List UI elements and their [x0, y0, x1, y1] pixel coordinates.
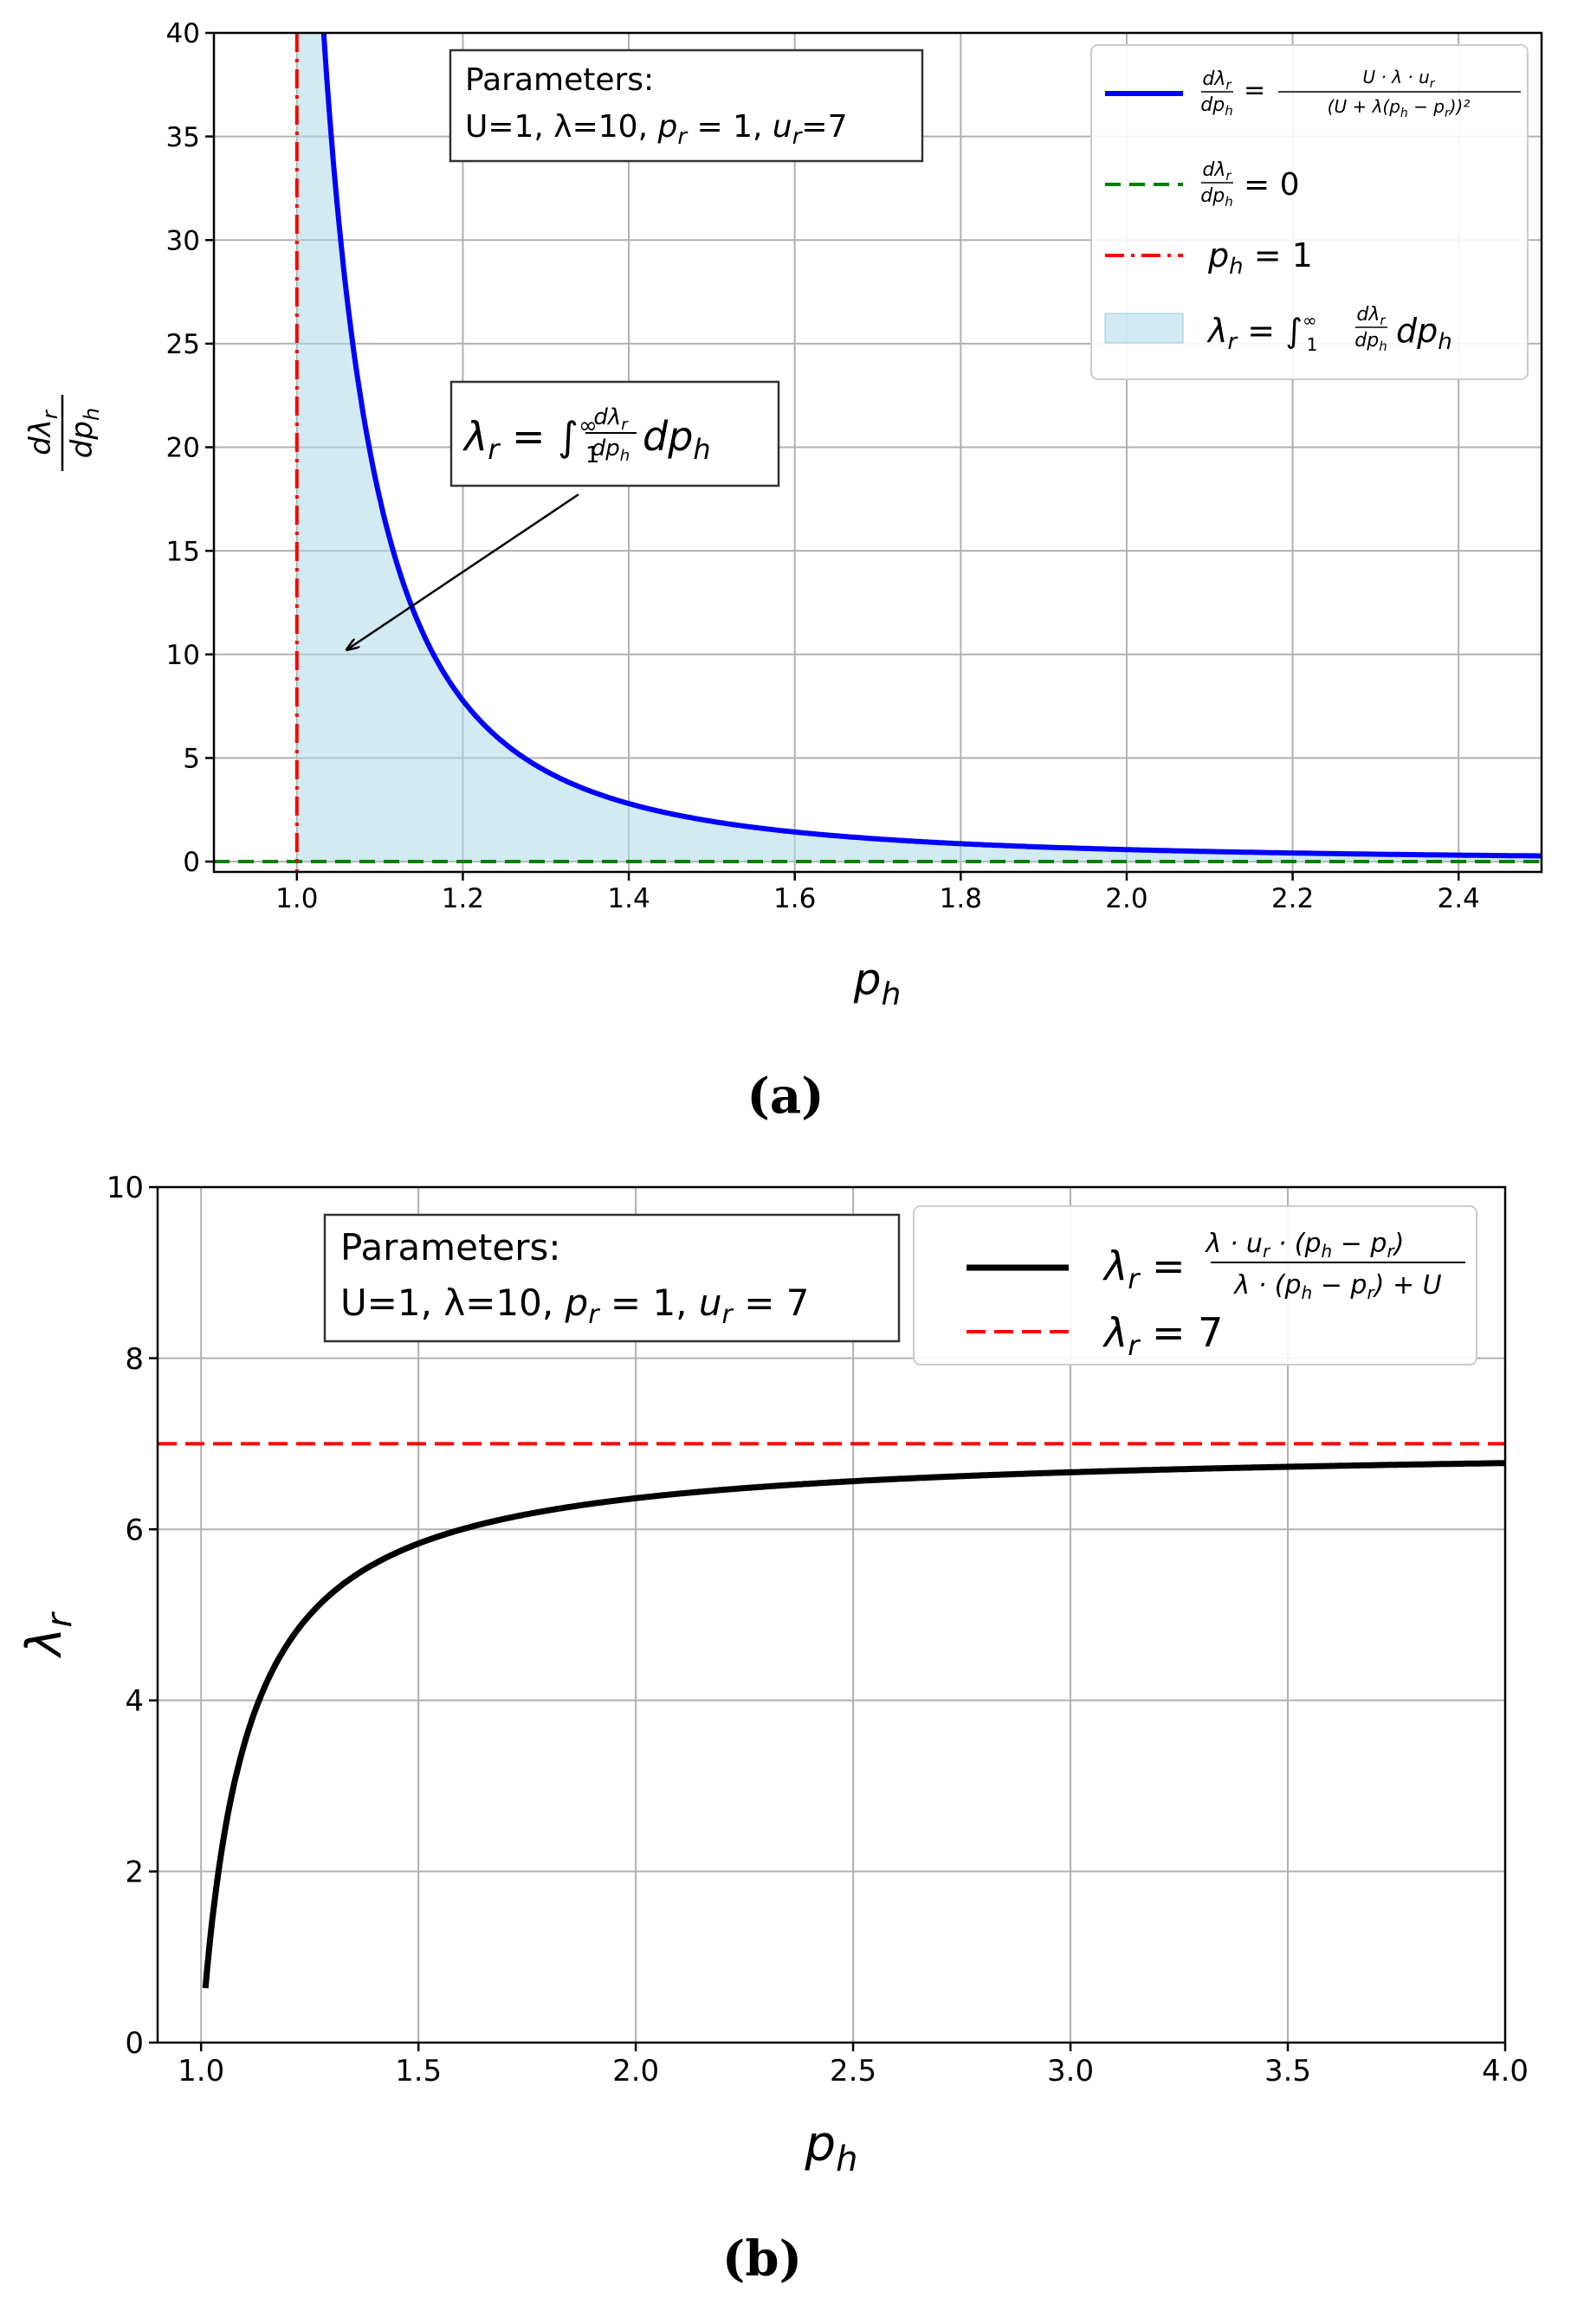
x-tick-label: 2.5: [830, 2054, 876, 2088]
y-tick-label: 6: [125, 1513, 144, 1547]
y-tick-label: 4: [125, 1684, 144, 1719]
svg-text:λr =: λr =: [1102, 1243, 1186, 1295]
svg-text:dλr: dλr: [23, 409, 62, 455]
y-tick-label: 40: [166, 18, 200, 49]
lambda-curve: [202, 1460, 1505, 1989]
parameters-box-a: Parameters: U=1, λ=10, pr = 1, ur=7: [449, 48, 924, 163]
svg-text:λr = ∫∞1: λr = ∫∞ 1: [1206, 310, 1317, 355]
y-tick-label: 8: [125, 1342, 144, 1377]
y-tick-label: 0: [125, 2026, 144, 2061]
x-tick-label: 2.0: [1105, 883, 1148, 914]
svg-text:dλr: dλr: [1202, 159, 1232, 184]
y-axis-label-a: dλr dph: [23, 395, 104, 471]
x-tick-label: 1.0: [275, 883, 318, 914]
y-tick-label: 15: [166, 536, 200, 567]
x-tick-label: 1.2: [442, 883, 484, 914]
svg-text:ph = 1: ph = 1: [1207, 236, 1313, 280]
x-tick-label: 2.0: [612, 2054, 659, 2088]
x-tick-label: 3.5: [1264, 2054, 1311, 2088]
x-tick-label: 1.5: [395, 2054, 442, 2088]
x-tick-label: 2.2: [1271, 883, 1314, 914]
integral-area-a: [296, 33, 1542, 862]
plot-frame-b: [156, 1185, 1507, 2044]
y-tick-label: 25: [166, 329, 200, 360]
x-tick-label: 1.0: [178, 2054, 224, 2088]
plot-frame-a: [212, 31, 1543, 874]
panel-label-a: (a): [747, 1068, 824, 1125]
svg-text:= 0: = 0: [1244, 167, 1300, 203]
chart-a: 1.0 1.2 1.4 1.6 1.8 2.0 2.2 2.4 0 5 10 15 20 25 30 35 40…: [23, 18, 1543, 1125]
svg-text:(U + λ(ph − pr))²: (U + λ(ph − pr))²: [1328, 96, 1471, 120]
legend-entry-zero: dλr dph = 0: [1105, 159, 1300, 210]
panel-label-b: (b): [722, 2230, 802, 2288]
svg-text:λ · ur · (ph − pr): λ · ur · (ph − pr): [1205, 1229, 1405, 1262]
annotation-arrow-a: [347, 493, 579, 649]
y-tick-label: 10: [166, 640, 200, 671]
svg-text:λ · (ph − pr) + U: λ · (ph − pr) + U: [1232, 1270, 1441, 1303]
x-tick-label: 2.4: [1438, 883, 1480, 914]
x-axis-label-a: ph: [853, 954, 902, 1012]
x-tick-label: 4.0: [1482, 2054, 1529, 2088]
parameters-line-b: U=1, λ=10, pr = 1, ur = 7: [340, 1281, 809, 1330]
ticks-a: 1.0 1.2 1.4 1.6 1.8 2.0 2.2 2.4 0 5 10 15 20 25 30 35 40: [166, 18, 1480, 914]
svg-text:λr = ∫∞1: λr = ∫∞ 1: [462, 413, 599, 468]
parameters-heading-a: Parameters:: [465, 62, 654, 98]
annotation-box-a: λr = ∫∞ 1 dλr dph dph: [449, 380, 780, 487]
y-tick-label: 35: [166, 122, 200, 153]
x-tick-label: 1.4: [607, 883, 650, 914]
y-tick-label: 20: [166, 433, 200, 464]
legend-entry-lambda-curve: λr = λ · ur · (ph − pr) λ · (ph − pr) + …: [967, 1229, 1465, 1303]
y-axis-label-b: λr: [16, 1611, 80, 1659]
y-tick-label: 10: [107, 1171, 144, 1205]
svg-text:=: =: [1244, 75, 1265, 106]
y-tick-label: 30: [166, 225, 200, 256]
legend-entry-vline: ph = 1: [1105, 236, 1313, 280]
legend-b: λr = λ · ur · (ph − pr) λ · (ph − pr) + …: [913, 1205, 1477, 1365]
x-tick-label: 3.0: [1047, 2054, 1094, 2088]
svg-text:U · λ · ur: U · λ · ur: [1362, 67, 1435, 91]
legend-entry-area: λr = ∫∞ 1 dλr dph dph: [1104, 304, 1452, 355]
y-tick-label: 0: [183, 847, 200, 878]
ticks-b: 1.0 1.5 2.0 2.5 3.0 3.5 4.0 0 2 4 6 8 10: [107, 1171, 1529, 2088]
derivative-curve: [320, 33, 1542, 859]
parameters-line-a: U=1, λ=10, pr = 1, ur=7: [465, 109, 847, 150]
parameters-heading-b: Parameters:: [340, 1226, 561, 1269]
parameters-box-b: Parameters: U=1, λ=10, pr = 1, ur = 7: [323, 1213, 901, 1343]
y-tick-label: 5: [183, 744, 200, 775]
y-tick-label: 2: [125, 1856, 144, 1890]
x-axis-label-b: ph: [805, 2116, 858, 2179]
svg-text:dph: dph: [65, 408, 104, 458]
legend-a: dλr dph = U · λ · ur (U + λ(ph − pr))² d…: [1090, 44, 1529, 380]
legend-entry-curve: dλr dph = U · λ · ur (U + λ(ph − pr))²: [1105, 67, 1521, 120]
x-tick-label: 1.8: [940, 883, 982, 914]
legend-entry-limit: λr = 7: [967, 1309, 1223, 1362]
chart-b: 1.0 1.5 2.0 2.5 3.0 3.5 4.0 0 2 4 6 8 10 λr ph Param…: [16, 1171, 1529, 2288]
x-tick-label: 1.6: [773, 883, 816, 914]
svg-text:λr = 7: λr = 7: [1102, 1309, 1223, 1362]
